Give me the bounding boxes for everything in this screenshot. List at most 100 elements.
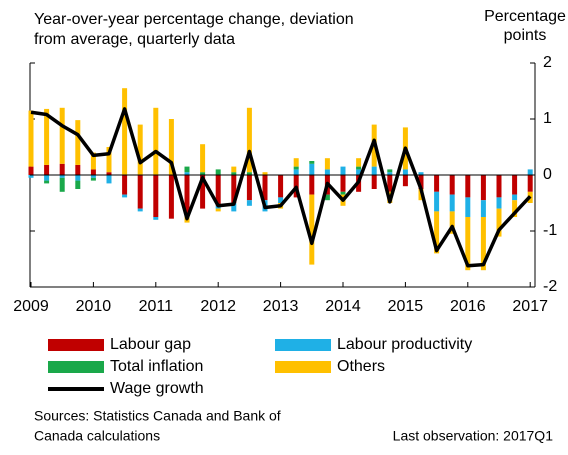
bar <box>465 175 471 198</box>
bar <box>44 180 50 184</box>
legend-swatch <box>275 339 331 351</box>
bar <box>434 191 440 212</box>
y-tick-label: 1 <box>543 110 552 127</box>
bar <box>309 175 315 195</box>
bar <box>309 161 315 164</box>
note: Last observation: 2017Q1 <box>393 428 554 444</box>
bar <box>153 217 159 220</box>
bar <box>480 175 486 201</box>
bar <box>90 175 96 178</box>
y-axis-label: points <box>504 27 547 44</box>
bar <box>262 175 268 201</box>
bar <box>449 211 455 234</box>
bar <box>293 166 299 170</box>
bar <box>262 172 268 175</box>
x-tick-label: 2015 <box>388 298 424 315</box>
bar <box>246 200 252 206</box>
bar <box>527 169 533 175</box>
source: Sources: Statistics Canada and Bank of <box>34 408 281 424</box>
bar <box>434 211 440 254</box>
bar <box>246 107 252 173</box>
x-tick-label: 2012 <box>200 298 236 315</box>
bar <box>215 169 221 175</box>
bar <box>59 177 65 192</box>
bar <box>496 208 502 237</box>
bar <box>44 175 50 181</box>
source: Canada calculations <box>34 428 160 444</box>
bar <box>512 200 518 217</box>
bar <box>44 108 50 165</box>
bar <box>512 175 518 195</box>
bar <box>434 175 440 192</box>
bar <box>293 169 299 175</box>
bar <box>356 166 362 170</box>
bar <box>90 177 96 181</box>
bar <box>231 172 237 175</box>
bar <box>324 194 330 201</box>
bar <box>200 172 206 175</box>
bar <box>137 124 143 175</box>
bar <box>527 175 533 192</box>
bar <box>278 197 284 203</box>
bar <box>387 169 393 173</box>
bar <box>402 169 408 175</box>
bar <box>106 175 112 184</box>
y-axis-label: Percentage <box>484 8 566 25</box>
x-tick-label: 2016 <box>450 298 486 315</box>
bar <box>215 208 221 212</box>
legend-swatch <box>48 361 104 373</box>
y-tick-label: 2 <box>543 54 552 71</box>
bar <box>168 119 174 175</box>
bar <box>480 200 486 217</box>
legend-swatch <box>275 361 331 373</box>
bar <box>231 175 237 203</box>
bar <box>231 203 237 212</box>
bar <box>449 175 455 195</box>
bar <box>512 194 518 201</box>
bar <box>106 172 112 175</box>
bar <box>28 166 34 175</box>
bar <box>387 172 393 175</box>
legend-label: Wage growth <box>110 380 204 397</box>
bar <box>340 191 346 195</box>
bar <box>293 158 299 167</box>
bar <box>465 217 471 271</box>
legend-swatch <box>48 339 104 351</box>
x-tick-label: 2009 <box>13 298 49 315</box>
bar <box>44 164 50 175</box>
bar <box>402 175 408 187</box>
bar <box>59 107 65 164</box>
bar <box>137 208 143 212</box>
bar <box>200 144 206 173</box>
bar <box>231 166 237 173</box>
bar <box>324 169 330 175</box>
bar <box>356 158 362 167</box>
bar <box>168 175 174 219</box>
bar <box>106 147 112 173</box>
bar <box>122 175 128 195</box>
bar <box>340 166 346 175</box>
bar <box>496 175 502 198</box>
bar <box>309 163 315 175</box>
legend-label: Total inflation <box>110 358 203 375</box>
bar <box>184 166 190 173</box>
bar <box>324 158 330 170</box>
bar <box>215 175 221 206</box>
bar <box>75 175 81 181</box>
bar <box>449 194 455 212</box>
bar <box>246 172 252 175</box>
bar <box>122 88 128 175</box>
bar <box>278 175 284 198</box>
bar <box>496 197 502 209</box>
x-tick-label: 2010 <box>76 298 112 315</box>
chart-title: from average, quarterly data <box>34 31 235 48</box>
bar <box>418 172 424 175</box>
bar <box>184 175 190 215</box>
legend-label: Labour gap <box>110 336 191 353</box>
bar <box>75 180 81 189</box>
bar <box>59 163 65 175</box>
bar <box>59 175 65 178</box>
bar <box>387 175 393 192</box>
bar <box>75 120 81 165</box>
